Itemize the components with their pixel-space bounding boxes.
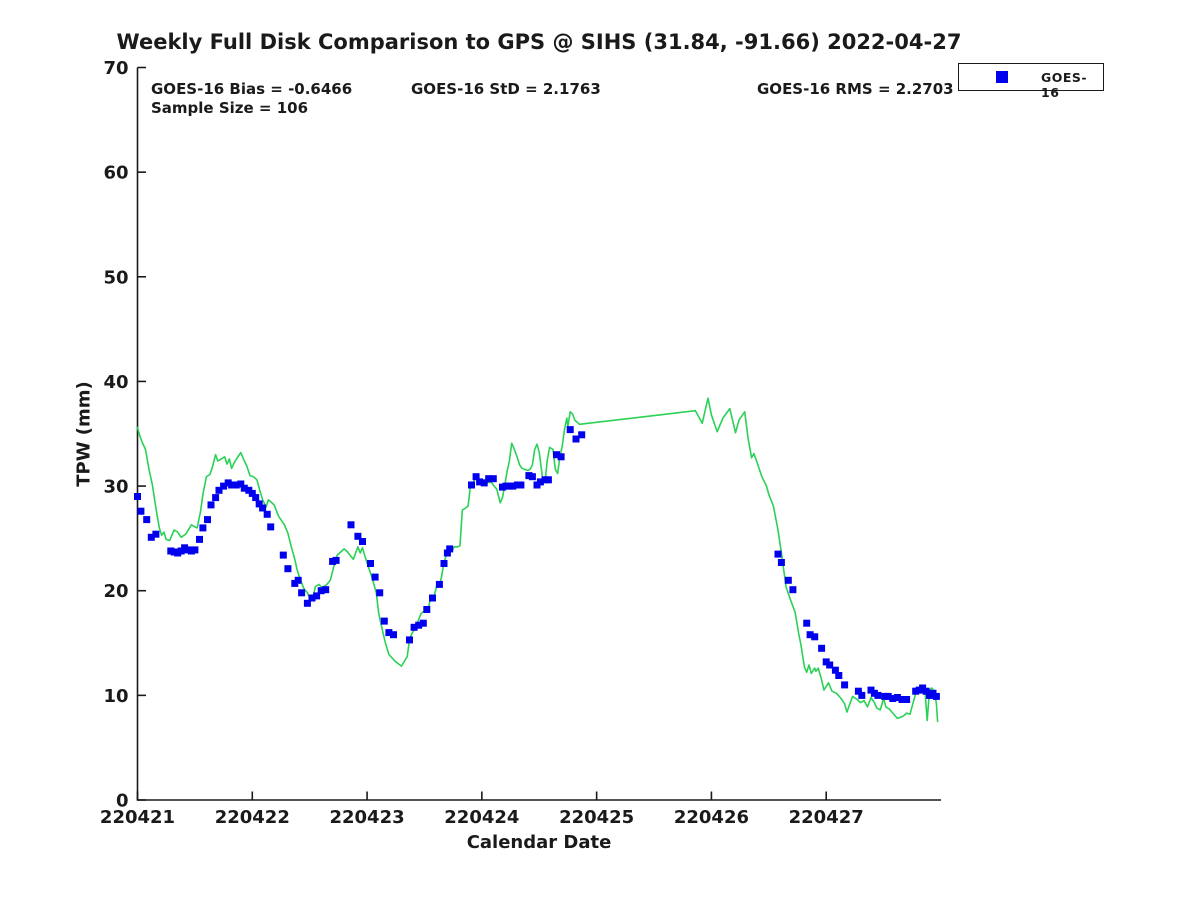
stat-sample-size: Sample Size = 106 [151, 99, 309, 117]
x-axis-label: Calendar Date [466, 832, 612, 853]
gps-line [136, 397, 939, 723]
x-tick-label: 220427 [789, 807, 864, 828]
axes [136, 66, 941, 801]
x-tick-label: 220425 [559, 807, 634, 828]
y-tick-label: 0 [116, 791, 129, 812]
y-tick-label: 10 [103, 686, 128, 707]
x-tick-label: 220422 [215, 807, 290, 828]
legend-goes16-marker-icon [996, 71, 1008, 83]
y-tick-label: 20 [103, 581, 128, 602]
x-tick-label: 220421 [100, 807, 175, 828]
y-tick-label: 40 [103, 372, 128, 393]
y-tick-label: 70 [103, 58, 128, 79]
legend-goes16-label: GOES-16 [1041, 70, 1088, 100]
stat-std: GOES-16 StD = 2.1763 [411, 80, 601, 98]
stat-rms: GOES-16 RMS = 2.2703 [757, 80, 954, 98]
y-tick-label: 30 [103, 477, 128, 498]
x-tick-label: 220423 [329, 807, 404, 828]
tick-labels: 0 10 20 30 40 50 60 70 220421 220422 220423 220424 2… [100, 58, 864, 828]
stat-bias: GOES-16 Bias = -0.6466 [151, 80, 353, 98]
x-tick-label: 220426 [674, 807, 749, 828]
goes16-markers [134, 426, 940, 703]
chart-title: Weekly Full Disk Comparison to GPS @ SIH… [116, 30, 962, 54]
x-tick-label: 220424 [444, 807, 519, 828]
legend: GOES-16 [958, 63, 1104, 100]
y-tick-label: 60 [103, 163, 128, 184]
y-tick-label: 50 [103, 267, 128, 288]
